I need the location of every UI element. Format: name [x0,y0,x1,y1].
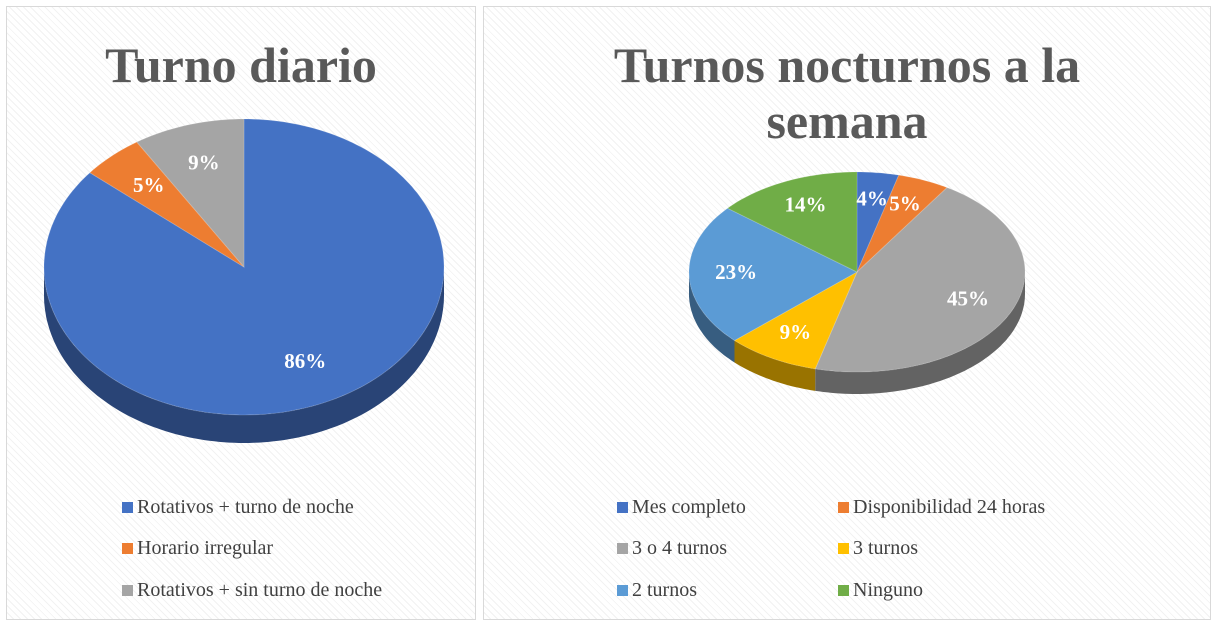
chart-title: Turno diario [105,37,377,93]
legend-item: Disponibilidad 24 horas [838,496,1045,519]
legend-item: Rotativos + turno de noche [122,496,354,519]
legend-label: 3 o 4 turnos [632,537,727,559]
slice [856,171,900,273]
legend-swatch [122,502,133,513]
slice [726,171,858,273]
slice-side [689,272,735,363]
slice [135,118,245,269]
data-label: 86% [284,349,326,373]
legend-item: 3 o 4 turnos [617,537,727,560]
data-label: 45% [947,286,989,310]
slice [814,187,1026,373]
data-label: 5% [133,173,165,197]
legend-label: 2 turnos [632,579,697,601]
data-label: 9% [780,320,812,344]
legend-swatch [838,543,849,554]
data-label: 9% [188,150,220,174]
slice [856,174,948,273]
data-label: 23% [715,260,757,284]
legend-label: Disponibilidad 24 horas [853,496,1046,518]
slice-side [815,272,1025,394]
legend-label: Horario irregular [137,537,274,559]
legend-label: Rotativos + sin turno de noche [137,579,383,601]
chart-title: Turnos nocturnos a la semana [613,37,1081,149]
pie-chart: 86% 5% 9% [43,118,445,443]
slice [688,207,859,342]
legend-swatch [617,585,628,596]
slice-side [734,340,816,391]
pie-chart: 4% 5% 45% 9% 23% 14% [688,171,1026,394]
legend-item: 2 turnos [617,579,697,602]
legend-item: Horario irregular [122,537,273,560]
legend-label: Rotativos + turno de noche [137,496,354,518]
legend-label: Mes completo [632,496,746,518]
legend-swatch [838,585,849,596]
legend-item: Rotativos + sin turno de noche [122,579,382,602]
legend-swatch [617,543,628,554]
data-label: 5% [889,192,921,216]
chart-panel: Turno diario 86% 5% 9% Rotativos + turno de… [6,6,476,620]
slice [733,270,859,370]
legend-item: Ninguno [838,579,923,602]
legend-swatch [617,502,628,513]
legend-swatch [838,502,849,513]
legend-label: 3 turnos [853,537,918,559]
data-label: 4% [856,186,888,210]
legend-swatch [122,543,133,554]
legend-item: Mes completo [617,496,746,519]
slice-side [44,267,444,443]
legend-swatch [122,585,133,596]
legend-label: Ninguno [853,579,923,601]
data-label: 14% [784,193,826,217]
chart-panel: Turnos nocturnos a la semana 4% 5% 45% 9% 23… [483,6,1211,620]
legend-item: 3 turnos [838,537,918,560]
slice [89,141,245,268]
